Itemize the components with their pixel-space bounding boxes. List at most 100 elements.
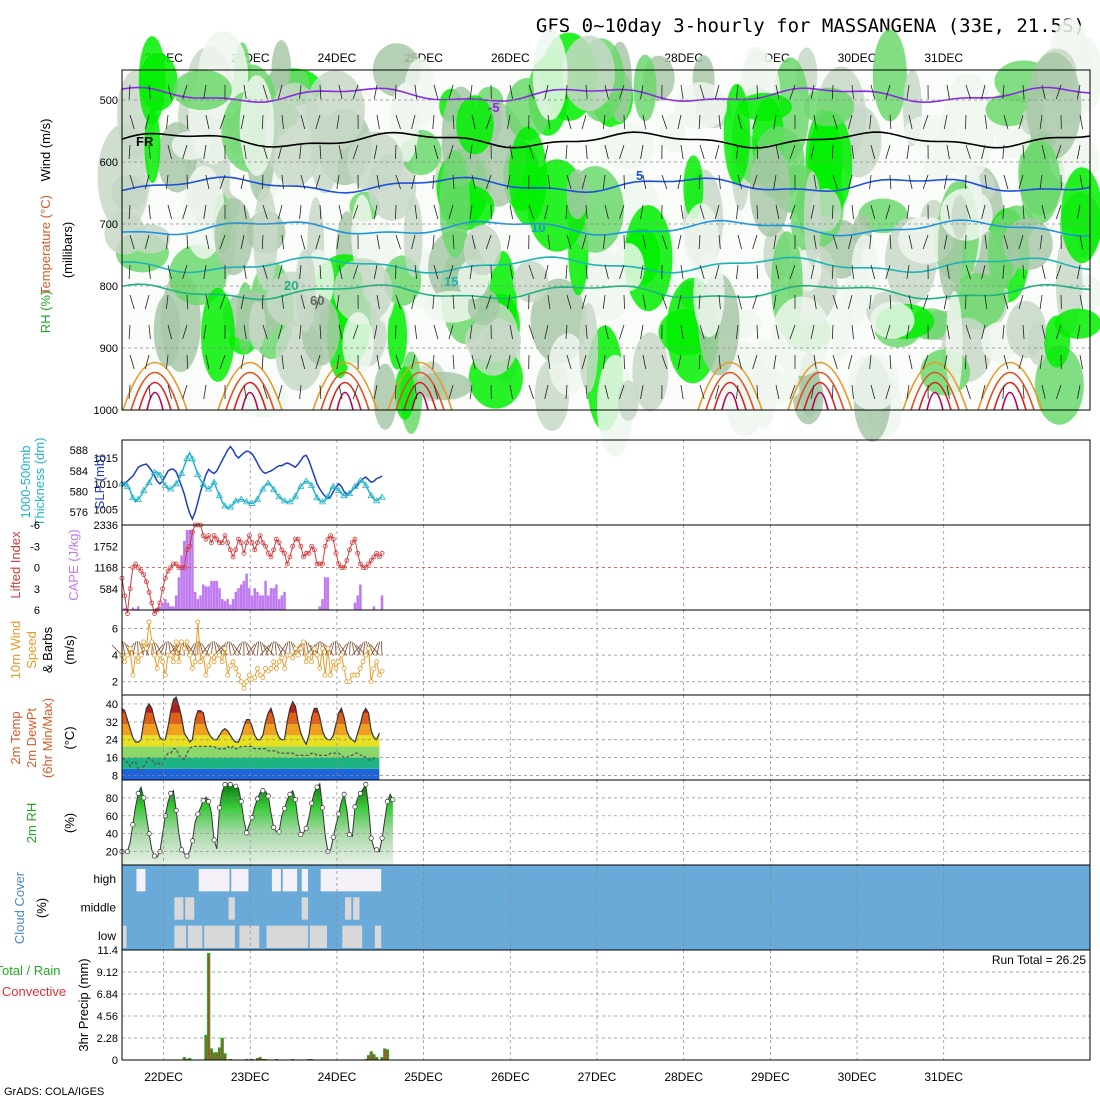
cloud-cell <box>345 869 349 892</box>
rh-shade <box>945 290 963 398</box>
cloud-cell <box>198 869 203 892</box>
lifted-index-point <box>173 561 179 567</box>
axis-title: (m/s) <box>62 635 77 665</box>
cloud-cell <box>271 925 276 948</box>
wind-barb <box>129 174 135 190</box>
lifted-index-point <box>125 611 130 616</box>
temp-band <box>122 746 380 758</box>
rh-point <box>319 805 326 811</box>
wind-panel: 6 4 2 10m Wind Speed & Barbs (m/s) <box>8 609 1091 696</box>
lifted-index-point <box>347 547 352 553</box>
rh-point <box>384 798 391 805</box>
temp-band <box>122 735 380 747</box>
wind-barb <box>906 264 910 280</box>
rh-point <box>363 781 369 788</box>
wind-barb <box>315 114 321 130</box>
wind-barb <box>370 644 380 656</box>
wind-barb <box>299 324 302 340</box>
wind-barb <box>908 114 913 130</box>
wind-barb <box>373 324 378 340</box>
wind-barb <box>623 294 625 310</box>
cape-bar <box>136 606 140 610</box>
wind-barb <box>376 294 380 310</box>
wind-barb <box>276 642 283 656</box>
thickness-point <box>259 485 267 492</box>
wind-barb <box>1077 384 1081 400</box>
wind-barb <box>946 84 950 100</box>
cape-bar <box>220 599 224 610</box>
lifted-index-point <box>214 536 220 542</box>
isotherm <box>122 256 1091 274</box>
wind-barb <box>1039 114 1043 130</box>
rh-point <box>195 811 201 817</box>
wind-barb <box>943 114 948 130</box>
wind-speed-point <box>290 655 296 661</box>
wind-barb <box>565 384 568 400</box>
precip-convective-bar <box>216 1053 218 1060</box>
rh-shade <box>423 290 479 323</box>
wind-barb <box>1002 204 1005 220</box>
cloud-cell <box>358 925 363 948</box>
wind-barb <box>380 641 383 656</box>
wind-barb <box>661 234 668 250</box>
isotherm <box>918 381 952 411</box>
thickness-point <box>253 495 262 502</box>
wind-speed-point <box>306 652 312 658</box>
wind-barb <box>602 174 606 190</box>
wind-barb <box>452 234 455 250</box>
rh-shade <box>144 108 161 184</box>
wind-barb <box>373 204 378 220</box>
y-tick-label: 6 <box>34 605 40 617</box>
cloud-cell <box>271 869 276 892</box>
y-tick-label: 1010 <box>94 479 118 491</box>
wind-barb <box>414 144 418 160</box>
wind-speed-point <box>274 666 279 671</box>
wind-barb <box>870 264 876 280</box>
wind-barb <box>471 234 476 250</box>
cloud-cell <box>177 925 181 948</box>
wind-speed-point <box>241 685 247 691</box>
wind-barb <box>869 354 872 370</box>
wind-barb <box>714 264 720 280</box>
thickness-point <box>356 476 365 484</box>
wind-barb <box>164 641 168 656</box>
wind-barb <box>984 294 988 310</box>
cloud-cell <box>141 869 146 892</box>
precip-convective-bar <box>256 1058 258 1060</box>
wind-barb <box>336 354 340 370</box>
isotherm <box>146 391 164 411</box>
cape-bar <box>353 602 357 610</box>
wind-barb <box>203 204 207 220</box>
wind-barb <box>848 114 853 130</box>
wind-barb <box>240 234 245 250</box>
wind-barb <box>965 114 967 130</box>
rh-shade <box>1025 52 1082 159</box>
lifted-index-point <box>257 533 263 539</box>
wind-barb <box>718 354 721 370</box>
wind-barb <box>642 174 647 190</box>
lifted-index-point <box>328 533 333 539</box>
wind-barb <box>469 324 473 340</box>
wind-barb <box>773 294 777 310</box>
wind-barb <box>166 114 169 130</box>
wind-barb <box>166 354 169 370</box>
wind-barb <box>1022 144 1025 160</box>
cape-bar <box>215 580 219 610</box>
cape-bar <box>180 555 183 610</box>
wind-barb <box>602 114 606 130</box>
wind-barb <box>984 354 988 370</box>
wind-barb <box>984 234 988 250</box>
wind-barb <box>262 84 268 100</box>
cape-bar <box>239 584 243 610</box>
wind-speed-point <box>347 679 352 685</box>
wind-barb <box>128 84 131 100</box>
wind-speed-point <box>187 652 193 658</box>
wind-barb <box>885 144 891 160</box>
cape-bar <box>212 580 216 610</box>
wind-barb <box>144 234 150 250</box>
wind-barb <box>623 114 625 130</box>
wind-barb <box>906 84 910 100</box>
wind-barb <box>433 264 439 280</box>
wind-barb <box>566 354 572 370</box>
lifted-index-point <box>314 561 320 567</box>
